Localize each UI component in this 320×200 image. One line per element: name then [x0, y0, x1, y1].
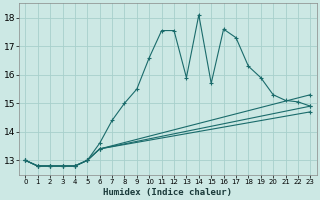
X-axis label: Humidex (Indice chaleur): Humidex (Indice chaleur): [103, 188, 232, 197]
